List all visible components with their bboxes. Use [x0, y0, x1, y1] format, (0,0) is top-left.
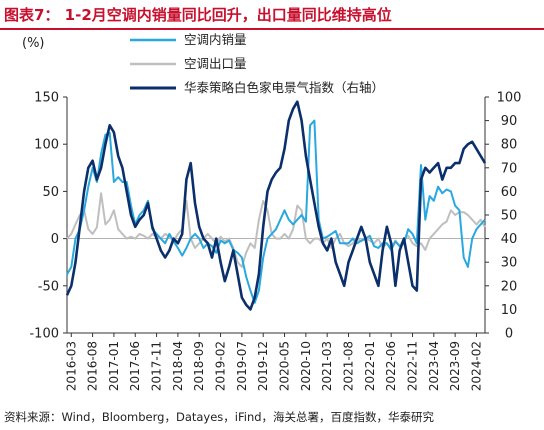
x-tick-label: 2022-06	[384, 341, 398, 391]
y-right-tick-label: 20	[501, 279, 518, 294]
legend-label-3: 华泰策略白色家电景气指数（右轴）	[184, 80, 384, 95]
y-left-tick-label: 150	[34, 91, 59, 106]
series-line-3	[65, 100, 487, 311]
x-tick-label: 2018-09	[192, 341, 206, 391]
y-right-tick-label: 100	[497, 91, 522, 106]
series-layer	[65, 100, 487, 311]
y-left-tick-label: 50	[42, 185, 59, 200]
x-tick-label: 2022-01	[363, 341, 377, 391]
x-tick-label: 2016-03	[64, 341, 78, 391]
x-tick-label: 2022-11	[405, 341, 419, 391]
series-line-2	[66, 192, 486, 268]
x-tick-label: 2017-01	[107, 341, 121, 391]
y-right-tick-label: 50	[501, 209, 518, 224]
legend-label-2: 空调出口量	[184, 56, 247, 71]
x-tick-label: 2020-05	[278, 341, 292, 391]
x-tick-label: 2020-10	[299, 341, 313, 391]
x-tick-label: 2017-06	[128, 341, 142, 391]
x-tick-label: 2024-02	[469, 341, 483, 391]
y-right-tick-label: 90	[501, 114, 518, 129]
x-tick-label: 2023-09	[448, 341, 462, 391]
x-tick-label: 2016-08	[86, 341, 100, 391]
x-tick-label: 2019-07	[235, 341, 249, 391]
y-left-tick-label: -50	[38, 279, 59, 294]
y-left-tick-label: -100	[29, 327, 59, 342]
y-right-tick-label: 70	[501, 161, 518, 176]
y-left-unit: (%)	[22, 36, 45, 51]
x-tick-label: 2019-12	[256, 341, 270, 391]
y-right-tick-label: 10	[501, 303, 518, 318]
chart-title: 图表7： 1-2月空调内销量同比回升，出口量同比维持高位	[4, 6, 392, 24]
x-tick-label: 2023-04	[427, 341, 441, 391]
axes-layer: (%)150100500-50-100100908070605040302010…	[22, 36, 521, 391]
legend-label-1: 空调内销量	[184, 32, 247, 47]
y-right-tick-label: 80	[501, 138, 518, 153]
y-right-tick-label: 30	[501, 256, 518, 271]
title-bar: 图表7： 1-2月空调内销量同比回升，出口量同比维持高位	[0, 0, 544, 30]
y-right-tick-label: 60	[501, 185, 518, 200]
y-left-tick-label: 0	[51, 232, 59, 247]
x-tick-label: 2021-08	[342, 341, 356, 391]
source-note: 资料来源：Wind，Bloomberg，Datayes，iFind，海关总署，百…	[4, 410, 435, 424]
series-line-1	[66, 119, 486, 304]
y-right-tick-label: 0	[505, 327, 513, 342]
y-right-tick-label: 40	[501, 232, 518, 247]
x-tick-label: 2021-03	[320, 341, 334, 391]
y-left-tick-label: 100	[34, 138, 59, 153]
x-tick-label: 2019-02	[214, 341, 228, 391]
x-tick-label: 2018-04	[171, 341, 185, 391]
x-tick-label: 2017-11	[150, 341, 164, 391]
